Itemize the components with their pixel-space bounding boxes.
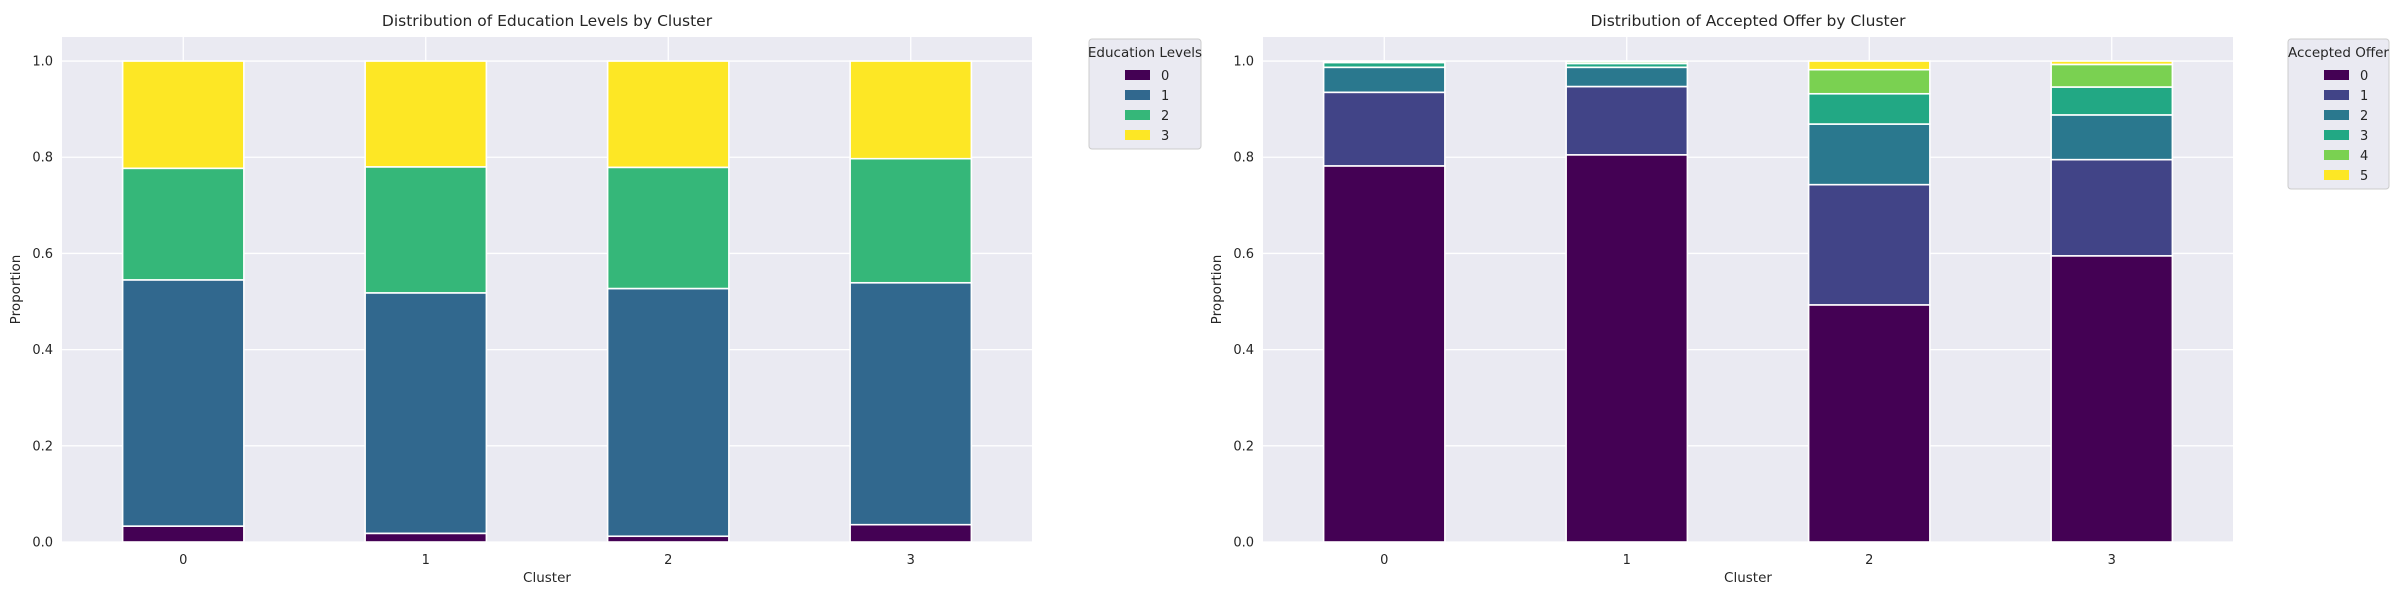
chart-title: Distribution of Accepted Offer by Cluste… — [1590, 12, 1906, 30]
legend-swatch-1 — [1125, 90, 1150, 100]
bar-segment-cluster0-series3 — [121, 60, 245, 170]
bar-segment-cluster2-series2 — [1807, 123, 1931, 186]
bar-segment-cluster2-series3 — [1807, 92, 1931, 125]
bar-segment-cluster0-series4 — [1322, 60, 1446, 64]
y-tick-label: 0.2 — [1233, 439, 1254, 454]
y-tick-label: 0.4 — [1233, 343, 1254, 358]
legend-swatch-5 — [2324, 170, 2349, 180]
legend-label-4: 4 — [2360, 149, 2368, 164]
bar-segment-cluster3-series2 — [2050, 114, 2174, 161]
legend-label-0: 0 — [2360, 69, 2368, 84]
y-tick-label: 0.4 — [32, 343, 53, 358]
legend-title: Education Levels — [1088, 45, 1202, 61]
bar-segment-cluster2-series1 — [1807, 183, 1931, 306]
bar-segment-cluster1-series0 — [1565, 154, 1689, 543]
bar-segment-cluster3-series1 — [2050, 158, 2174, 257]
legend-label-1: 1 — [2360, 89, 2368, 104]
bar-segment-cluster2-series5 — [1807, 60, 1931, 71]
bar-segment-cluster3-series3 — [849, 60, 973, 160]
bar-segment-cluster3-series1 — [849, 281, 973, 526]
legend-swatch-2 — [1125, 110, 1150, 120]
bar-segment-cluster1-series3 — [364, 60, 488, 168]
bar-segment-cluster1-series1 — [1565, 85, 1689, 156]
bar-segment-cluster1-series2 — [1565, 66, 1689, 88]
x-tick-label: 2 — [664, 553, 672, 568]
x-tick-label: 3 — [907, 553, 915, 568]
chart-title: Distribution of Education Levels by Clus… — [382, 12, 713, 30]
bar-segment-cluster3-series2 — [849, 157, 973, 284]
legend-label-5: 5 — [2360, 169, 2368, 184]
legend-swatch-0 — [2324, 70, 2349, 80]
bar-segment-cluster2-series0 — [1807, 304, 1931, 543]
x-tick-label: 0 — [179, 553, 187, 568]
bar-segment-cluster0-series2 — [121, 167, 245, 281]
bar-segment-cluster1-series0 — [364, 532, 488, 543]
legend-label-3: 3 — [1161, 129, 1169, 144]
legend-swatch-2 — [2324, 110, 2349, 120]
legend-swatch-1 — [2324, 90, 2349, 100]
legend-label-0: 0 — [1161, 69, 1169, 84]
y-tick-label: 0.8 — [1233, 151, 1254, 166]
bar-segment-cluster1-series1 — [364, 292, 488, 535]
bar-segment-cluster2-series4 — [1807, 68, 1931, 95]
y-tick-label: 0.0 — [1233, 536, 1254, 551]
legend-label-3: 3 — [2360, 129, 2368, 144]
y-tick-label: 0.8 — [32, 151, 53, 166]
y-tick-label: 0.0 — [32, 536, 53, 551]
bar-segment-cluster0-series1 — [121, 279, 245, 527]
legend-swatch-0 — [1125, 70, 1150, 80]
y-axis-label: Proportion — [8, 255, 24, 325]
bar-segment-cluster3-series0 — [849, 523, 973, 543]
legend-label-1: 1 — [1161, 89, 1169, 104]
bar-segment-cluster0-series0 — [1322, 165, 1446, 543]
legend-swatch-3 — [1125, 130, 1150, 140]
bar-segment-cluster0-series2 — [1322, 66, 1446, 94]
y-tick-label: 0.2 — [32, 439, 53, 454]
bar-segment-cluster3-series4 — [2050, 63, 2174, 88]
legend: Accepted Offer 0 1 2 3 4 5 — [2287, 38, 2390, 190]
x-tick-label: 3 — [2108, 553, 2116, 568]
y-axis-label: Proportion — [1209, 255, 1225, 325]
x-tick-label: 1 — [1623, 553, 1631, 568]
bar-segment-cluster0-series0 — [121, 525, 245, 543]
legend-swatch-4 — [2324, 150, 2349, 160]
bar-segment-cluster2-series1 — [606, 287, 730, 538]
bar-segment-cluster3-series5 — [2050, 60, 2174, 66]
x-tick-label: 2 — [1865, 553, 1873, 568]
legend: Education Levels 0 1 2 3 — [1088, 38, 1202, 150]
y-tick-label: 1.0 — [32, 55, 53, 70]
x-tick-label: 0 — [1380, 553, 1388, 568]
bar-segment-cluster2-series0 — [606, 535, 730, 543]
y-tick-label: 0.6 — [32, 247, 53, 262]
chart-1: 0.0 0.2 0.4 0.6 0.8 1.0 0 1 2 3 Distribution of Ac… — [1209, 12, 2390, 586]
x-tick-label: 1 — [422, 553, 430, 568]
bar-segment-cluster3-series0 — [2050, 255, 2174, 543]
bar-segment-cluster2-series3 — [606, 60, 730, 169]
legend-label-2: 2 — [2360, 109, 2368, 124]
y-tick-label: 1.0 — [1233, 55, 1254, 70]
x-axis-label: Cluster — [1724, 570, 1772, 586]
bar-segment-cluster0-series1 — [1322, 91, 1446, 167]
bar-segment-cluster3-series3 — [2050, 86, 2174, 116]
legend-label-2: 2 — [1161, 109, 1169, 124]
chart-0: 0.0 0.2 0.4 0.6 0.8 1.0 0 1 2 3 Distribution of Ed… — [8, 12, 1202, 586]
x-axis-label: Cluster — [523, 570, 571, 586]
legend-swatch-3 — [2324, 130, 2349, 140]
y-tick-label: 0.6 — [1233, 247, 1254, 262]
bar-segment-cluster1-series2 — [364, 166, 488, 294]
bar-segment-cluster2-series2 — [606, 166, 730, 290]
legend-title: Accepted Offer — [2288, 45, 2389, 61]
